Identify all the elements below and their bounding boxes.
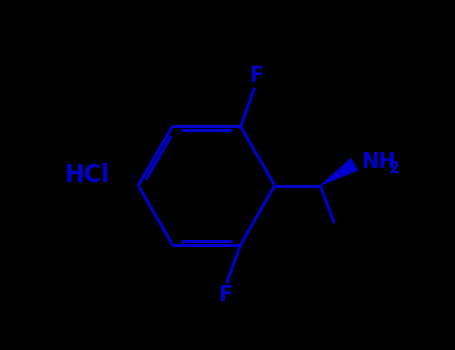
Text: HCl: HCl [65,163,110,187]
Text: F: F [218,285,232,305]
Text: F: F [249,66,263,86]
Polygon shape [320,158,358,186]
Text: 2: 2 [389,161,399,176]
Text: NH: NH [361,153,395,173]
